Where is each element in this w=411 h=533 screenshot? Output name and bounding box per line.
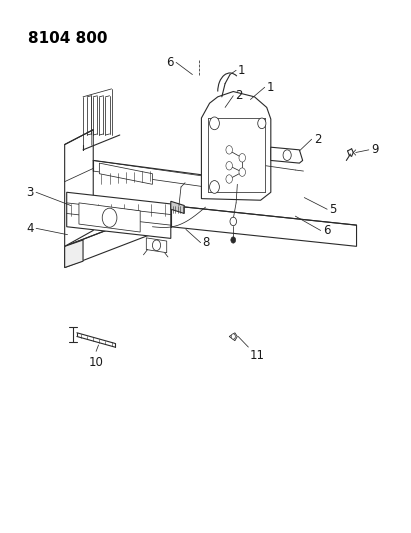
Circle shape: [210, 117, 219, 130]
Text: 1: 1: [237, 64, 245, 77]
Polygon shape: [171, 201, 184, 214]
Text: 5: 5: [329, 203, 337, 216]
Polygon shape: [65, 240, 83, 268]
Circle shape: [230, 217, 236, 225]
Polygon shape: [65, 206, 356, 268]
Text: 8104 800: 8104 800: [28, 30, 107, 45]
Text: 6: 6: [166, 56, 174, 69]
Polygon shape: [201, 92, 271, 200]
Circle shape: [226, 175, 233, 183]
Circle shape: [231, 237, 236, 243]
Polygon shape: [229, 333, 237, 341]
Circle shape: [102, 208, 117, 227]
Circle shape: [258, 118, 266, 128]
Text: 3: 3: [27, 186, 34, 199]
Polygon shape: [146, 238, 167, 253]
Circle shape: [226, 146, 233, 154]
Polygon shape: [79, 203, 140, 232]
Circle shape: [226, 161, 233, 170]
Polygon shape: [99, 163, 152, 184]
Text: 8: 8: [203, 236, 210, 249]
Polygon shape: [67, 192, 171, 238]
Circle shape: [210, 181, 219, 193]
Circle shape: [239, 168, 245, 176]
Circle shape: [152, 240, 161, 251]
Text: 2: 2: [236, 89, 243, 102]
Text: 4: 4: [27, 222, 34, 235]
Text: 10: 10: [89, 356, 104, 369]
Text: 1: 1: [267, 81, 274, 94]
Polygon shape: [65, 130, 93, 246]
Text: 9: 9: [371, 143, 379, 156]
Circle shape: [231, 334, 236, 339]
Circle shape: [283, 150, 291, 160]
Text: 2: 2: [314, 133, 321, 146]
Polygon shape: [271, 147, 302, 163]
Circle shape: [239, 154, 245, 162]
Text: 11: 11: [249, 349, 265, 362]
Polygon shape: [93, 160, 206, 187]
Text: 6: 6: [323, 224, 330, 237]
